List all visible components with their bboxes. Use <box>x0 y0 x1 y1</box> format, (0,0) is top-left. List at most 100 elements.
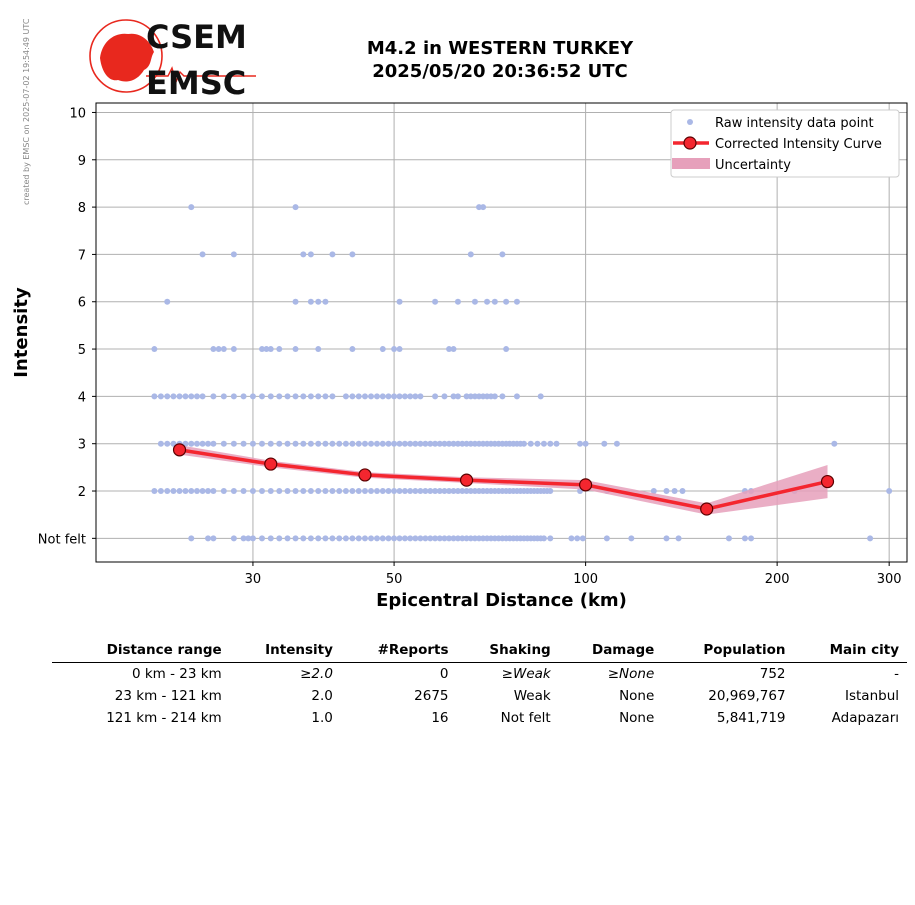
raw-data-point <box>329 251 336 258</box>
raw-data-point <box>188 393 195 400</box>
raw-data-point <box>748 535 755 542</box>
raw-data-point <box>579 535 586 542</box>
raw-data-point <box>315 346 322 353</box>
raw-data-point <box>329 488 336 495</box>
cell-intensity: ≥2.0 <box>300 666 333 682</box>
header-distance-range: Distance range <box>52 640 230 663</box>
raw-data-point <box>446 346 453 353</box>
raw-data-point <box>199 440 206 447</box>
raw-data-point <box>342 440 349 447</box>
raw-data-point <box>385 440 392 447</box>
raw-data-point <box>292 346 299 353</box>
raw-data-point <box>427 440 434 447</box>
raw-data-point <box>831 440 838 447</box>
cell-damage: None <box>619 710 655 726</box>
raw-data-point <box>151 393 158 400</box>
raw-data-point <box>422 440 429 447</box>
legend-curve-marker <box>683 136 697 150</box>
raw-data-point <box>467 535 474 542</box>
raw-data-point <box>307 440 314 447</box>
raw-data-point <box>276 440 283 447</box>
raw-data-point <box>401 440 408 447</box>
raw-data-point <box>210 346 217 353</box>
raw-data-point <box>396 298 403 305</box>
raw-data-point <box>513 298 520 305</box>
raw-data-point <box>315 440 322 447</box>
curve-marker <box>579 478 593 492</box>
cell-damage: None <box>619 688 655 704</box>
raw-data-point <box>436 535 443 542</box>
raw-data-point <box>240 440 247 447</box>
x-tick-label: 300 <box>877 572 902 587</box>
raw-data-point <box>547 535 554 542</box>
raw-data-point <box>432 393 439 400</box>
logo-text-emsc: EMSC <box>146 64 246 98</box>
raw-data-point <box>199 393 206 400</box>
x-tick-label: 50 <box>386 572 403 587</box>
raw-data-point <box>513 393 520 400</box>
raw-data-point <box>463 535 470 542</box>
raw-data-point <box>503 298 510 305</box>
raw-data-point <box>499 393 506 400</box>
raw-data-point <box>355 488 362 495</box>
raw-data-point <box>315 298 322 305</box>
table-row: 0 km - 23 km ≥2.0 0 ≥Weak ≥None 752 - <box>52 663 907 686</box>
raw-data-point <box>307 298 314 305</box>
raw-data-point <box>361 393 368 400</box>
y-tick-label: 9 <box>78 154 86 169</box>
raw-data-point <box>547 440 554 447</box>
x-tick-label: 100 <box>573 572 598 587</box>
raw-data-point <box>446 440 453 447</box>
raw-data-point <box>193 393 200 400</box>
raw-data-point <box>459 488 466 495</box>
cell-shaking: ≥Weak <box>501 666 551 682</box>
raw-data-point <box>267 440 274 447</box>
raw-data-point <box>454 535 461 542</box>
raw-data-point <box>417 535 424 542</box>
raw-data-point <box>157 393 164 400</box>
raw-data-point <box>342 488 349 495</box>
raw-data-point <box>170 488 177 495</box>
raw-data-point <box>322 298 329 305</box>
raw-data-point <box>385 488 392 495</box>
raw-data-point <box>284 393 291 400</box>
cell-population: 752 <box>759 666 786 682</box>
raw-data-point <box>329 440 336 447</box>
raw-data-point <box>886 488 893 495</box>
raw-data-point <box>336 535 343 542</box>
cell-reports: 2675 <box>414 688 449 704</box>
raw-data-point <box>240 488 247 495</box>
raw-data-point <box>436 488 443 495</box>
raw-data-point <box>267 393 274 400</box>
raw-data-point <box>441 440 448 447</box>
raw-data-point <box>450 488 457 495</box>
raw-data-point <box>284 535 291 542</box>
raw-data-point <box>432 298 439 305</box>
raw-data-point <box>355 393 362 400</box>
raw-data-point <box>329 393 336 400</box>
raw-data-point <box>361 440 368 447</box>
raw-data-point <box>391 440 398 447</box>
raw-data-point <box>446 535 453 542</box>
raw-data-point <box>396 346 403 353</box>
raw-data-point <box>450 393 457 400</box>
raw-data-point <box>210 535 217 542</box>
raw-data-point <box>258 535 265 542</box>
y-tick-label: 3 <box>78 438 86 453</box>
raw-data-point <box>675 535 682 542</box>
raw-data-point <box>407 535 414 542</box>
raw-data-point <box>407 393 414 400</box>
table-row: 121 km - 214 km 1.0 16 Not felt None 5,8… <box>52 707 907 729</box>
raw-data-point <box>307 251 314 258</box>
raw-data-point <box>432 488 439 495</box>
raw-data-point <box>368 440 375 447</box>
raw-data-point <box>230 393 237 400</box>
table-row: 23 km - 121 km 2.0 2675 Weak None 20,969… <box>52 685 907 707</box>
raw-data-point <box>467 393 474 400</box>
raw-data-point <box>292 298 299 305</box>
raw-data-point <box>385 535 392 542</box>
raw-data-point <box>292 488 299 495</box>
raw-data-point <box>417 488 424 495</box>
raw-data-point <box>210 440 217 447</box>
raw-data-point <box>373 440 380 447</box>
